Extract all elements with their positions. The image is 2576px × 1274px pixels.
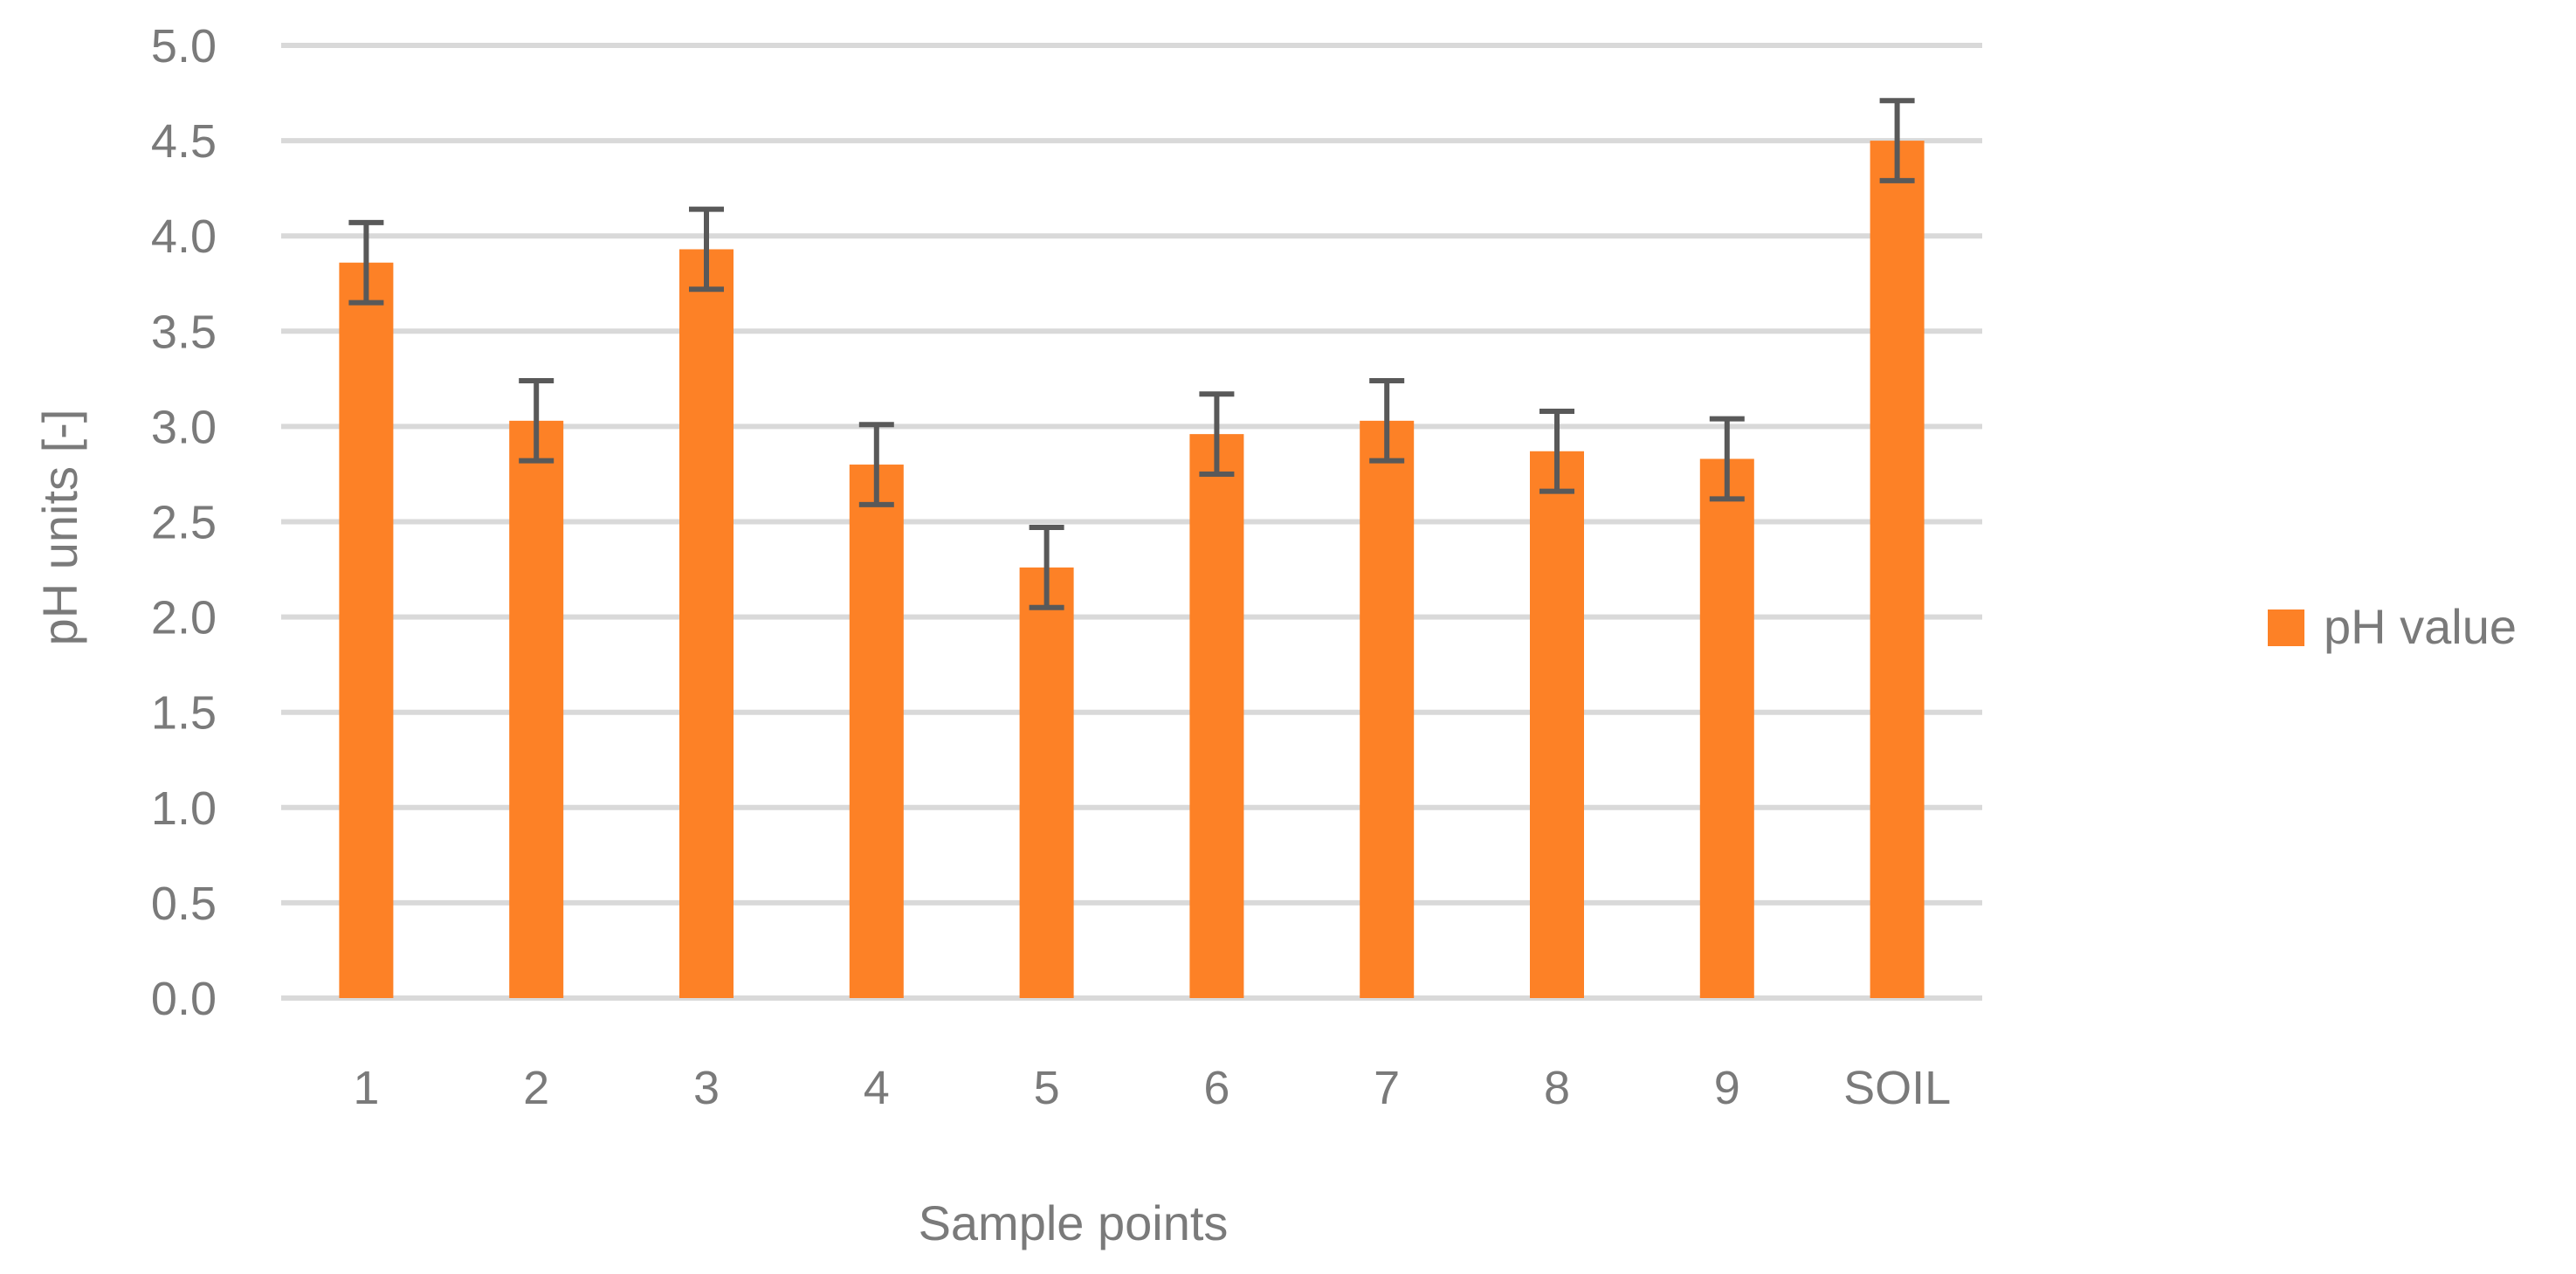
legend: pH value: [2268, 599, 2517, 654]
x-axis-title: Sample points: [919, 1195, 1229, 1250]
y-tick-label: 3.5: [151, 306, 217, 358]
x-tick-label: 6: [1203, 1062, 1229, 1114]
error-bar: [348, 219, 384, 306]
x-tick-label: 8: [1544, 1062, 1570, 1114]
error-bar: [1199, 391, 1235, 477]
y-axis-title: pH units [-]: [32, 410, 87, 646]
y-axis-ticks: 0.0 0.5 1.0 1.5 2.0 2.5 3.0 3.5 4.0 4.5 5.0: [151, 20, 217, 1025]
y-tick-label: 5.0: [151, 20, 217, 72]
bar: [1189, 434, 1244, 998]
x-tick-label: 5: [1034, 1062, 1060, 1114]
bar: [1019, 567, 1074, 998]
y-tick-label: 4.5: [151, 115, 217, 168]
legend-swatch: [2268, 609, 2304, 646]
x-tick-label: 4: [864, 1062, 890, 1114]
y-tick-label: 1.5: [151, 687, 217, 740]
y-tick-label: 2.0: [151, 592, 217, 644]
x-tick-label: 7: [1374, 1062, 1400, 1114]
bar: [849, 465, 904, 998]
y-tick-label: 2.5: [151, 497, 217, 549]
error-bar: [1369, 378, 1405, 464]
bar: [1360, 420, 1415, 998]
bar: [1699, 458, 1754, 998]
legend-label: pH value: [2324, 599, 2517, 654]
y-tick-label: 0.5: [151, 878, 217, 930]
x-tick-label: 9: [1714, 1062, 1740, 1114]
bar: [509, 420, 564, 998]
x-tick-label: SOIL: [1843, 1062, 1951, 1114]
error-bar: [689, 206, 724, 293]
error-bar: [1879, 98, 1915, 183]
y-tick-label: 4.0: [151, 210, 217, 263]
bar: [1530, 451, 1584, 998]
x-axis-ticks: 1 2 3 4 5 6 7 8 9 SOIL: [353, 1062, 1951, 1114]
error-bar: [1029, 525, 1064, 610]
x-tick-label: 3: [693, 1062, 720, 1114]
bar: [339, 262, 394, 998]
error-bar: [1539, 408, 1574, 494]
x-tick-label: 2: [523, 1062, 549, 1114]
x-tick-label: 1: [353, 1062, 379, 1114]
y-tick-label: 1.0: [151, 782, 217, 835]
error-bar: [1709, 416, 1745, 502]
error-bars-layer: [348, 98, 1915, 610]
grid-layer: [281, 43, 1982, 1001]
bar: [1870, 141, 1925, 999]
bars-layer: [339, 141, 1925, 999]
error-bar: [858, 422, 894, 507]
y-tick-label: 3.0: [151, 401, 217, 453]
error-bar: [519, 378, 554, 464]
bar: [679, 249, 734, 998]
y-tick-label: 0.0: [151, 973, 217, 1025]
